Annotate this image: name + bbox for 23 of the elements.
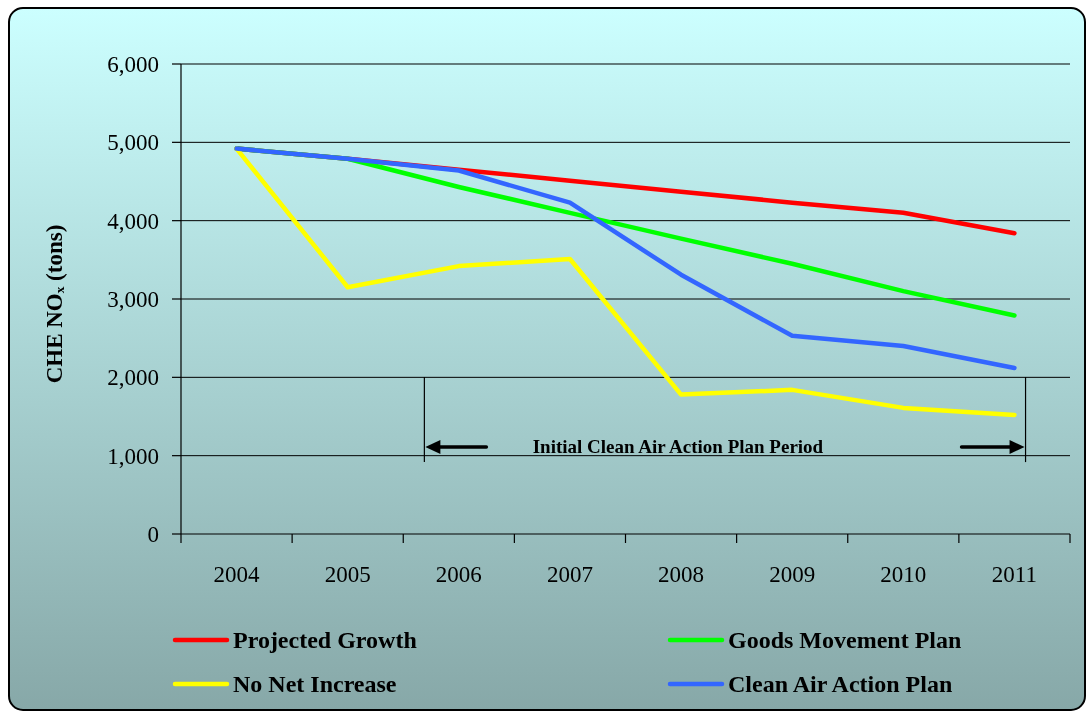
x-tick-label: 2006 (435, 562, 482, 587)
x-tick-label: 2011 (991, 562, 1038, 587)
line-series (234, 146, 1017, 418)
x-tick-label: 2010 (880, 562, 927, 587)
x-tick-label: 2004 (213, 562, 261, 587)
annotation: Initial Clean Air Action Plan Period (532, 436, 824, 458)
legend-label: Projected Growth (233, 627, 417, 653)
y-tick-label: 6,000 (107, 52, 159, 78)
legend-label: Goods Movement Plan (728, 627, 962, 653)
y-tick-label: 3,000 (107, 287, 159, 313)
line-series (234, 146, 1017, 371)
x-tick-label: 2009 (769, 562, 816, 587)
y-tick-label: 1,000 (107, 443, 159, 469)
y-tick-label: 2,000 (107, 365, 159, 391)
x-tick-label: 2008 (658, 562, 705, 587)
y-tick-label: 4,000 (107, 208, 159, 234)
legend-label: Clean Air Action Plan (728, 671, 953, 697)
legend-label: No Net Increase (233, 671, 397, 697)
x-tick-label: 2005 (324, 562, 371, 587)
y-tick-label: 5,000 (107, 130, 159, 156)
y-tick-label: 0 (147, 522, 159, 548)
y-axis-title: CHE NOₓ (tons) (42, 224, 67, 384)
x-tick-label: 2007 (546, 562, 593, 587)
